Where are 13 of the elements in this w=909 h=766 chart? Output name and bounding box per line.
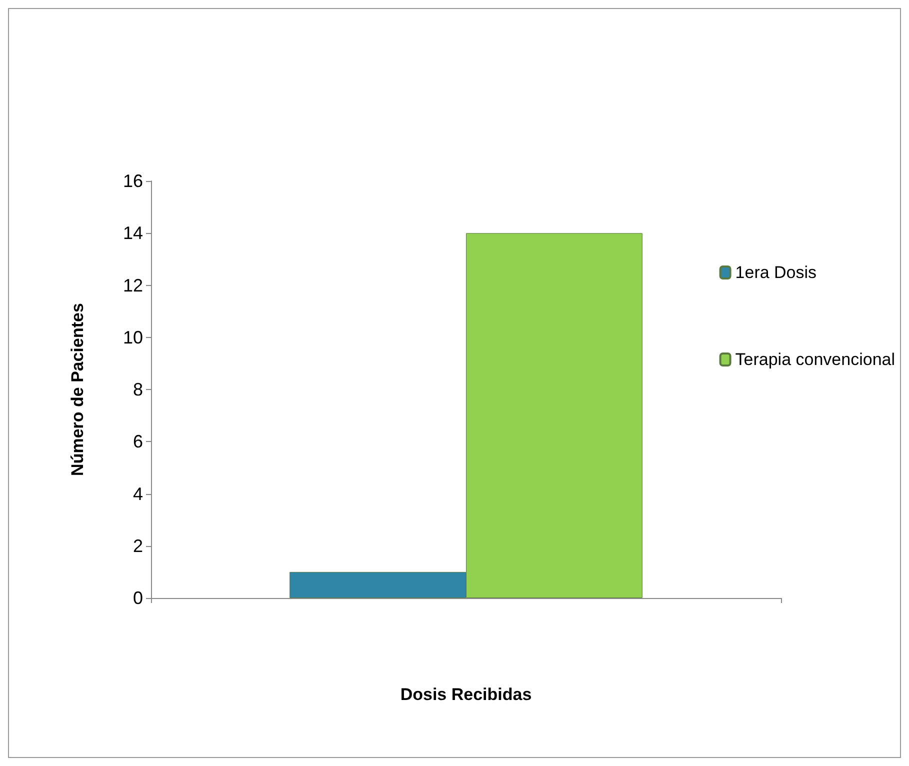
y-tick-label: 12 — [122, 275, 143, 296]
y-tick-label: 16 — [122, 171, 143, 191]
y-axis-title: Número de Pacientes — [68, 303, 87, 476]
y-tick-label: 8 — [132, 380, 143, 400]
y-tick-label: 4 — [132, 484, 143, 504]
legend-label: 1era Dosis — [735, 263, 817, 282]
y-tick-label: 10 — [122, 327, 143, 348]
y-tick-label: 6 — [132, 432, 143, 452]
y-tick-label: 2 — [132, 536, 143, 556]
y-tick-label: 0 — [132, 588, 143, 608]
legend-label: Terapia convencional — [735, 350, 896, 369]
x-axis-title: Dosis Recibidas — [400, 685, 532, 704]
y-tick-label: 14 — [122, 223, 143, 244]
